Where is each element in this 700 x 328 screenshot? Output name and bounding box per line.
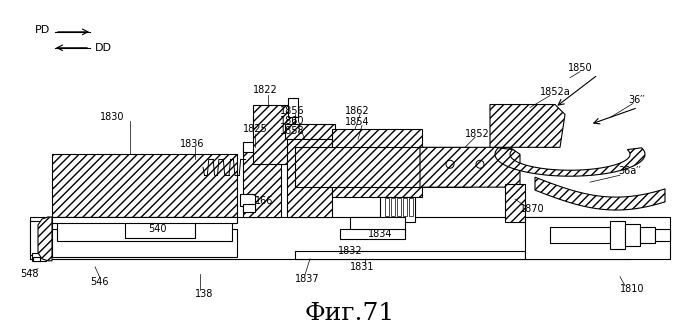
Bar — [52, 154, 237, 217]
Text: 1836: 1836 — [180, 139, 204, 149]
Bar — [240, 194, 255, 206]
Text: 540: 540 — [148, 224, 167, 234]
Bar — [409, 198, 413, 216]
Polygon shape — [495, 148, 645, 176]
Polygon shape — [535, 177, 665, 210]
Text: 1850: 1850 — [568, 63, 593, 73]
Bar — [397, 198, 401, 216]
Text: 36′′: 36′′ — [628, 94, 645, 105]
Bar — [243, 204, 255, 212]
Bar — [30, 221, 52, 255]
Bar — [385, 198, 389, 216]
Bar — [287, 130, 332, 217]
Bar — [625, 224, 640, 246]
Bar — [295, 251, 525, 259]
Bar — [32, 253, 46, 261]
Text: 1870: 1870 — [520, 204, 545, 214]
Text: 1837: 1837 — [295, 274, 320, 284]
Bar — [610, 221, 625, 249]
Bar — [391, 198, 395, 216]
Text: PD: PD — [35, 25, 50, 35]
Polygon shape — [420, 147, 520, 187]
Bar — [340, 229, 405, 239]
Text: 1862: 1862 — [345, 107, 370, 116]
Bar — [505, 184, 525, 222]
Bar — [525, 217, 670, 259]
Text: 1856: 1856 — [280, 107, 304, 116]
Text: 1852: 1852 — [465, 129, 490, 139]
Bar — [30, 217, 630, 259]
Text: 1854: 1854 — [345, 117, 370, 128]
Text: 548: 548 — [20, 269, 38, 279]
Bar — [52, 229, 237, 257]
Text: 1834: 1834 — [368, 229, 393, 239]
Bar — [253, 105, 295, 164]
Bar — [285, 124, 335, 139]
Bar — [332, 130, 422, 197]
Polygon shape — [38, 217, 52, 261]
Text: 1810: 1810 — [620, 284, 645, 294]
Text: 1825: 1825 — [243, 124, 267, 134]
Text: 1831: 1831 — [350, 262, 374, 272]
Text: 138: 138 — [195, 289, 214, 299]
Bar — [350, 217, 405, 231]
Bar — [33, 257, 40, 261]
Polygon shape — [490, 105, 565, 147]
Text: 1860: 1860 — [280, 116, 304, 127]
Text: DD: DD — [95, 43, 112, 53]
Bar — [243, 147, 281, 217]
Bar — [655, 229, 670, 241]
Text: 36a′′: 36a′′ — [618, 166, 640, 176]
Text: 546: 546 — [90, 277, 108, 287]
Text: 1832: 1832 — [338, 246, 363, 256]
Text: 1830: 1830 — [100, 113, 125, 122]
Text: Фиг.71: Фиг.71 — [305, 302, 395, 325]
Bar — [403, 198, 407, 216]
Text: 1858: 1858 — [280, 126, 304, 136]
Text: 1852a: 1852a — [540, 87, 570, 96]
Bar — [125, 221, 195, 238]
Bar — [295, 147, 470, 187]
Bar — [288, 97, 298, 117]
Bar — [550, 227, 610, 243]
Bar — [57, 217, 232, 241]
Bar — [243, 142, 281, 152]
Text: 1822: 1822 — [253, 85, 278, 94]
Text: 166: 166 — [255, 196, 274, 206]
Bar — [380, 197, 415, 222]
Bar — [640, 227, 655, 243]
Bar — [52, 217, 237, 223]
